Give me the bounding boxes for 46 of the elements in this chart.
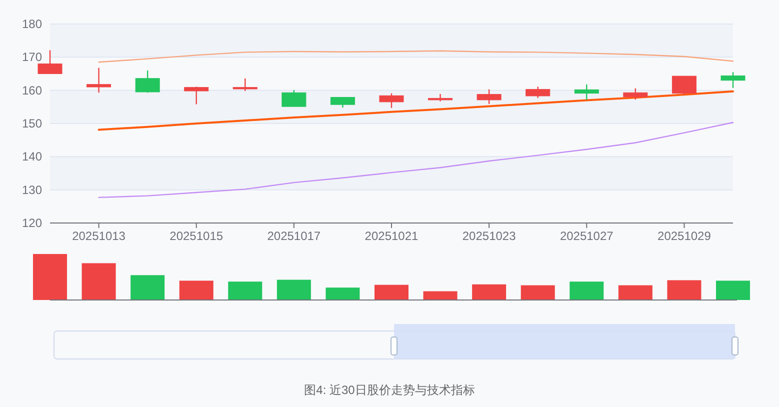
bar [472, 284, 506, 300]
candlestick [526, 86, 550, 99]
candlestick [330, 96, 355, 108]
bar [82, 263, 116, 300]
x-tick-label: 20251013 [72, 229, 126, 243]
line-series [98, 90, 734, 131]
candlestick [232, 78, 258, 92]
y-tick-label: 120 [22, 216, 42, 230]
candlestick [476, 88, 502, 105]
candlestick [720, 71, 746, 89]
y-tick-label: 150 [22, 116, 42, 130]
candlestick [282, 89, 306, 108]
bar [374, 284, 408, 300]
bar [520, 285, 555, 300]
bar [276, 280, 311, 300]
candlestick [623, 88, 648, 100]
bar [667, 280, 702, 300]
y-tick-label: 170 [22, 50, 42, 64]
bar [618, 285, 652, 300]
x-tick-label: 20251017 [267, 229, 321, 243]
x-tick-label: 20251029 [658, 229, 712, 243]
bar [228, 282, 262, 300]
bar [130, 275, 165, 300]
y-tick-label: 130 [22, 182, 42, 197]
candlestick [86, 67, 112, 94]
y-tick-label: 140 [22, 150, 42, 164]
bar [326, 288, 360, 300]
candlestick [184, 86, 209, 105]
x-tick-label: 20251021 [364, 229, 419, 243]
y-tick-label: 180 [22, 17, 42, 31]
line-series [98, 50, 734, 63]
x-tick-label: 20251015 [170, 229, 224, 243]
bar [423, 291, 458, 300]
candlestick [135, 70, 160, 94]
caption: 图4: 近30日股价走势与技术指标 [304, 383, 475, 397]
y-tick-label: 160 [22, 83, 42, 98]
x-tick-label: 20251027 [560, 229, 614, 243]
x-tick-label: 20251023 [462, 229, 516, 243]
candlestick [379, 92, 404, 109]
candlestick [672, 75, 696, 96]
bar [179, 280, 214, 300]
bar [33, 254, 67, 300]
bar [570, 282, 604, 300]
bar [716, 280, 750, 300]
candlestick [574, 84, 599, 101]
line-series [98, 122, 734, 198]
